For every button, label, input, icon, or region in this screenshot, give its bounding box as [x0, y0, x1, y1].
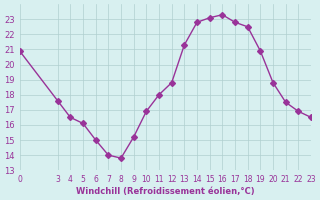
X-axis label: Windchill (Refroidissement éolien,°C): Windchill (Refroidissement éolien,°C)	[76, 187, 255, 196]
